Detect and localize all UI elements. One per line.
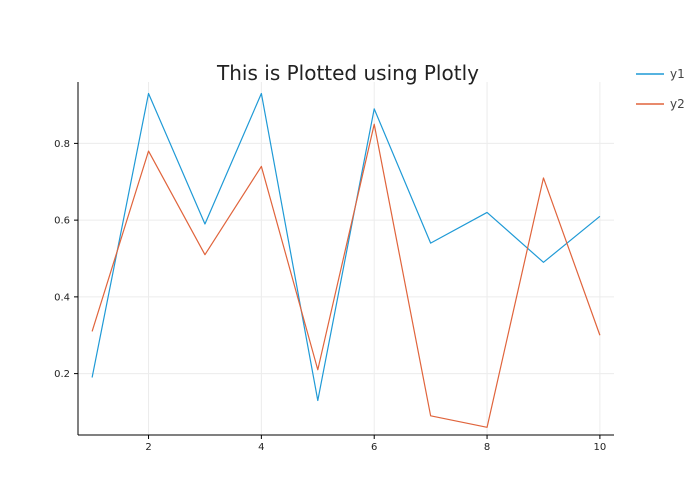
y-axis-ticks: 0.2 0.4 0.6 0.8 — [54, 139, 78, 380]
data-point-y1-4 — [260, 92, 263, 95]
data-point-y2-8 — [486, 426, 489, 429]
x-tick-label: 10 — [594, 442, 607, 453]
data-point-y2-2 — [147, 150, 150, 153]
legend-label-y1: y1 — [670, 67, 685, 81]
data-point-y1-2 — [147, 92, 150, 95]
x-tick-label: 2 — [145, 442, 151, 453]
legend[interactable]: y1 y2 — [636, 67, 685, 111]
series-layer — [91, 92, 601, 429]
x-tick-label: 6 — [371, 442, 377, 453]
y-tick-label: 0.4 — [54, 292, 70, 303]
x-tick-label: 8 — [484, 442, 490, 453]
legend-label-y2: y2 — [670, 97, 685, 111]
data-point-y2-10 — [598, 334, 601, 337]
data-point-y2-4 — [260, 165, 263, 168]
data-point-y2-7 — [429, 414, 432, 417]
data-point-y1-7 — [429, 242, 432, 245]
data-point-y2-9 — [542, 176, 545, 179]
data-point-y2-6 — [373, 123, 376, 126]
x-tick-label: 4 — [258, 442, 264, 453]
chart-title: This is Plotted using Plotly — [216, 61, 479, 85]
series-line-y2 — [91, 123, 601, 428]
data-point-y1-8 — [486, 211, 489, 214]
data-point-y1-10 — [598, 215, 601, 218]
data-point-y1-5 — [316, 399, 319, 402]
y-tick-label: 0.8 — [54, 139, 70, 150]
x-axis-ticks: 2 4 6 8 10 — [145, 435, 606, 453]
data-point-y2-5 — [316, 368, 319, 371]
data-point-y2-3 — [203, 253, 206, 256]
data-point-y1-6 — [373, 107, 376, 110]
grid-lines — [78, 82, 614, 435]
legend-item-y1[interactable]: y1 — [636, 67, 685, 81]
data-point-y1-9 — [542, 261, 545, 264]
series-line-y1 — [91, 92, 601, 402]
y-tick-label: 0.6 — [54, 216, 70, 227]
data-point-y1-3 — [203, 222, 206, 225]
y-tick-label: 0.2 — [54, 369, 70, 380]
legend-item-y2[interactable]: y2 — [636, 97, 685, 111]
data-point-y1-1 — [91, 376, 94, 379]
data-point-y2-1 — [91, 330, 94, 333]
